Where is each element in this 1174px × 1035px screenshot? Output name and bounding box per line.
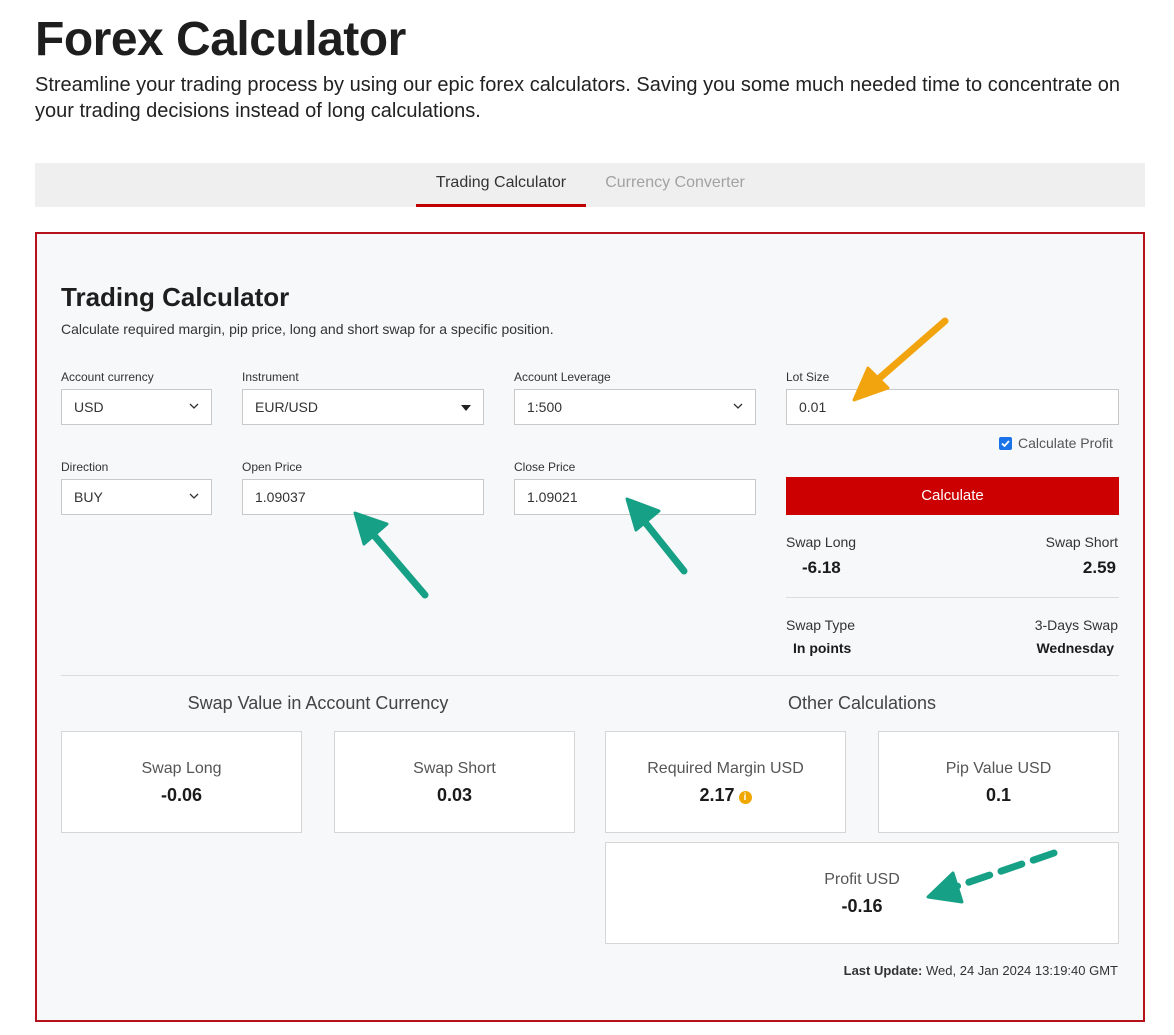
required-margin-label: Required Margin USD	[647, 760, 804, 777]
swap-long-points-label: Swap Long	[786, 534, 857, 550]
close-price-value: 1.09021	[527, 489, 578, 505]
lot-size-label: Lot Size	[786, 370, 830, 384]
swap-value-heading: Swap Value in Account Currency	[187, 693, 449, 713]
trading-calculator-panel: Trading Calculator Calculate required ma…	[35, 232, 1145, 1022]
last-update-label: Last Update:	[843, 963, 923, 978]
open-price-input[interactable]: 1.09037	[242, 479, 484, 515]
swap-short-card-label: Swap Short	[413, 760, 496, 777]
info-icon[interactable]: i	[738, 791, 752, 804]
instrument-label: Instrument	[242, 370, 299, 384]
direction-select[interactable]: BUY	[61, 479, 212, 515]
three-days-swap-label: 3-Days Swap	[1034, 617, 1118, 633]
direction-label: Direction	[61, 460, 109, 474]
swap-long-card-value: -0.06	[160, 785, 203, 805]
swap-type-label: Swap Type	[786, 617, 856, 633]
close-price-input[interactable]: 1.09021	[514, 479, 756, 515]
pip-value-card: Pip Value USD 0.1	[878, 731, 1119, 833]
open-price-value: 1.09037	[255, 489, 306, 505]
account-currency-select[interactable]: USD	[61, 389, 212, 425]
last-update: Last Update: Wed, 24 Jan 2024 13:19:40 G…	[844, 963, 1118, 978]
direction-value: BUY	[74, 489, 103, 505]
caret-down-icon	[461, 405, 471, 411]
calculator-tabs: Trading Calculator Currency Converter	[35, 163, 1145, 207]
chevron-down-icon	[189, 493, 199, 499]
other-calculations-heading: Other Calculations	[787, 693, 937, 713]
calculate-profit-toggle[interactable]: Calculate Profit	[999, 435, 1113, 451]
required-margin-value: 2.17	[699, 785, 735, 805]
swap-long-card: Swap Long -0.06	[61, 731, 302, 833]
chevron-down-icon	[189, 403, 199, 409]
calculator-description: Calculate required margin, pip price, lo…	[61, 321, 554, 337]
pip-value-value: 0.1	[985, 785, 1012, 805]
checkbox-checked-icon[interactable]	[999, 436, 1012, 450]
swap-type-value: In points	[793, 640, 852, 656]
account-currency-value: USD	[74, 399, 104, 415]
instrument-select[interactable]: EUR/USD	[242, 389, 484, 425]
swap-long-points-value: -6.18	[802, 558, 841, 577]
account-currency-label: Account currency	[61, 370, 154, 384]
required-margin-card: Required Margin USD 2.17 i	[605, 731, 846, 833]
calculate-profit-label: Calculate Profit	[1018, 435, 1113, 451]
account-leverage-select[interactable]: 1:500	[514, 389, 756, 425]
page-title: Forex Calculator	[35, 13, 406, 66]
profit-card: Profit USD -0.16	[605, 842, 1119, 944]
summary-divider	[786, 597, 1119, 598]
tab-currency-converter[interactable]: Currency Converter	[605, 174, 745, 191]
swap-short-card: Swap Short 0.03	[334, 731, 575, 833]
lot-size-value: 0.01	[799, 399, 827, 415]
calculator-title: Trading Calculator	[61, 282, 290, 312]
swap-long-card-label: Swap Long	[141, 760, 222, 777]
account-leverage-value: 1:500	[527, 399, 563, 415]
pip-value-label: Pip Value USD	[945, 760, 1052, 777]
calculate-button[interactable]: Calculate	[786, 477, 1119, 515]
required-margin-row: 2.17 i	[606, 785, 845, 806]
account-leverage-label: Account Leverage	[514, 370, 611, 384]
swap-short-points-value: 2.59	[1082, 558, 1116, 577]
instrument-value: EUR/USD	[255, 399, 319, 415]
profit-label: Profit USD	[824, 871, 900, 888]
swap-short-points-label: Swap Short	[1045, 534, 1118, 550]
close-price-label: Close Price	[514, 460, 576, 474]
results-divider	[61, 675, 1119, 676]
swap-short-card-value: 0.03	[436, 785, 473, 805]
lot-size-input[interactable]: 0.01	[786, 389, 1119, 425]
open-price-label: Open Price	[242, 460, 303, 474]
three-days-swap-value: Wednesday	[1036, 640, 1114, 656]
last-update-value: Wed, 24 Jan 2024 13:19:40 GMT	[926, 963, 1118, 978]
profit-value: -0.16	[841, 896, 883, 916]
page-intro: Streamline your trading process by using…	[35, 74, 1121, 122]
tab-trading-calculator[interactable]: Trading Calculator	[416, 163, 586, 207]
chevron-down-icon	[733, 403, 743, 409]
